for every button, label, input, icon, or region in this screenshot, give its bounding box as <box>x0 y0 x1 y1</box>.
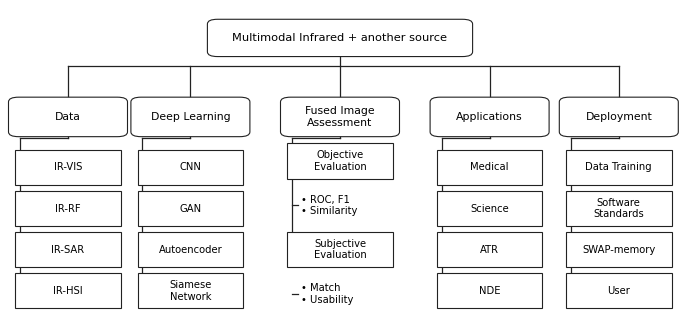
Text: ATR: ATR <box>480 245 499 255</box>
FancyBboxPatch shape <box>566 273 671 308</box>
FancyBboxPatch shape <box>437 232 542 267</box>
Text: Medical: Medical <box>471 162 509 173</box>
Text: CNN: CNN <box>180 162 201 173</box>
FancyBboxPatch shape <box>137 273 243 308</box>
FancyBboxPatch shape <box>437 150 542 185</box>
FancyBboxPatch shape <box>280 97 399 137</box>
Text: Data: Data <box>55 112 81 122</box>
FancyBboxPatch shape <box>131 97 250 137</box>
Text: Applications: Applications <box>456 112 523 122</box>
FancyBboxPatch shape <box>566 191 671 226</box>
Text: Data Training: Data Training <box>585 162 652 173</box>
FancyBboxPatch shape <box>16 232 121 267</box>
Text: IR-SAR: IR-SAR <box>52 245 84 255</box>
Text: Autoencoder: Autoencoder <box>158 245 222 255</box>
FancyBboxPatch shape <box>207 19 473 57</box>
FancyBboxPatch shape <box>9 97 128 137</box>
FancyBboxPatch shape <box>287 143 393 179</box>
FancyBboxPatch shape <box>559 97 679 137</box>
Text: • ROC, F1
• Similarity: • ROC, F1 • Similarity <box>301 195 357 216</box>
FancyBboxPatch shape <box>437 273 542 308</box>
Text: • Match
• Usability: • Match • Usability <box>301 283 354 305</box>
FancyBboxPatch shape <box>137 150 243 185</box>
Text: NDE: NDE <box>479 286 500 296</box>
Text: SWAP-memory: SWAP-memory <box>582 245 656 255</box>
FancyBboxPatch shape <box>16 150 121 185</box>
Text: Software
Standards: Software Standards <box>594 198 644 219</box>
Text: Subjective
Evaluation: Subjective Evaluation <box>313 239 367 260</box>
FancyBboxPatch shape <box>430 97 549 137</box>
Text: Deep Learning: Deep Learning <box>150 112 231 122</box>
FancyBboxPatch shape <box>287 232 393 267</box>
FancyBboxPatch shape <box>137 232 243 267</box>
FancyBboxPatch shape <box>566 232 671 267</box>
Text: IR-RF: IR-RF <box>55 204 81 214</box>
Text: Siamese
Network: Siamese Network <box>169 280 211 301</box>
Text: Science: Science <box>471 204 509 214</box>
Text: Fused Image
Assessment: Fused Image Assessment <box>305 106 375 128</box>
FancyBboxPatch shape <box>566 150 671 185</box>
FancyBboxPatch shape <box>137 191 243 226</box>
Text: IR-VIS: IR-VIS <box>54 162 82 173</box>
FancyBboxPatch shape <box>16 273 121 308</box>
Text: Deployment: Deployment <box>585 112 652 122</box>
FancyBboxPatch shape <box>16 191 121 226</box>
Text: Objective
Evaluation: Objective Evaluation <box>313 150 367 172</box>
Text: IR-HSI: IR-HSI <box>53 286 83 296</box>
FancyBboxPatch shape <box>437 191 542 226</box>
Text: GAN: GAN <box>180 204 201 214</box>
Text: User: User <box>607 286 630 296</box>
Text: Multimodal Infrared + another source: Multimodal Infrared + another source <box>233 33 447 43</box>
